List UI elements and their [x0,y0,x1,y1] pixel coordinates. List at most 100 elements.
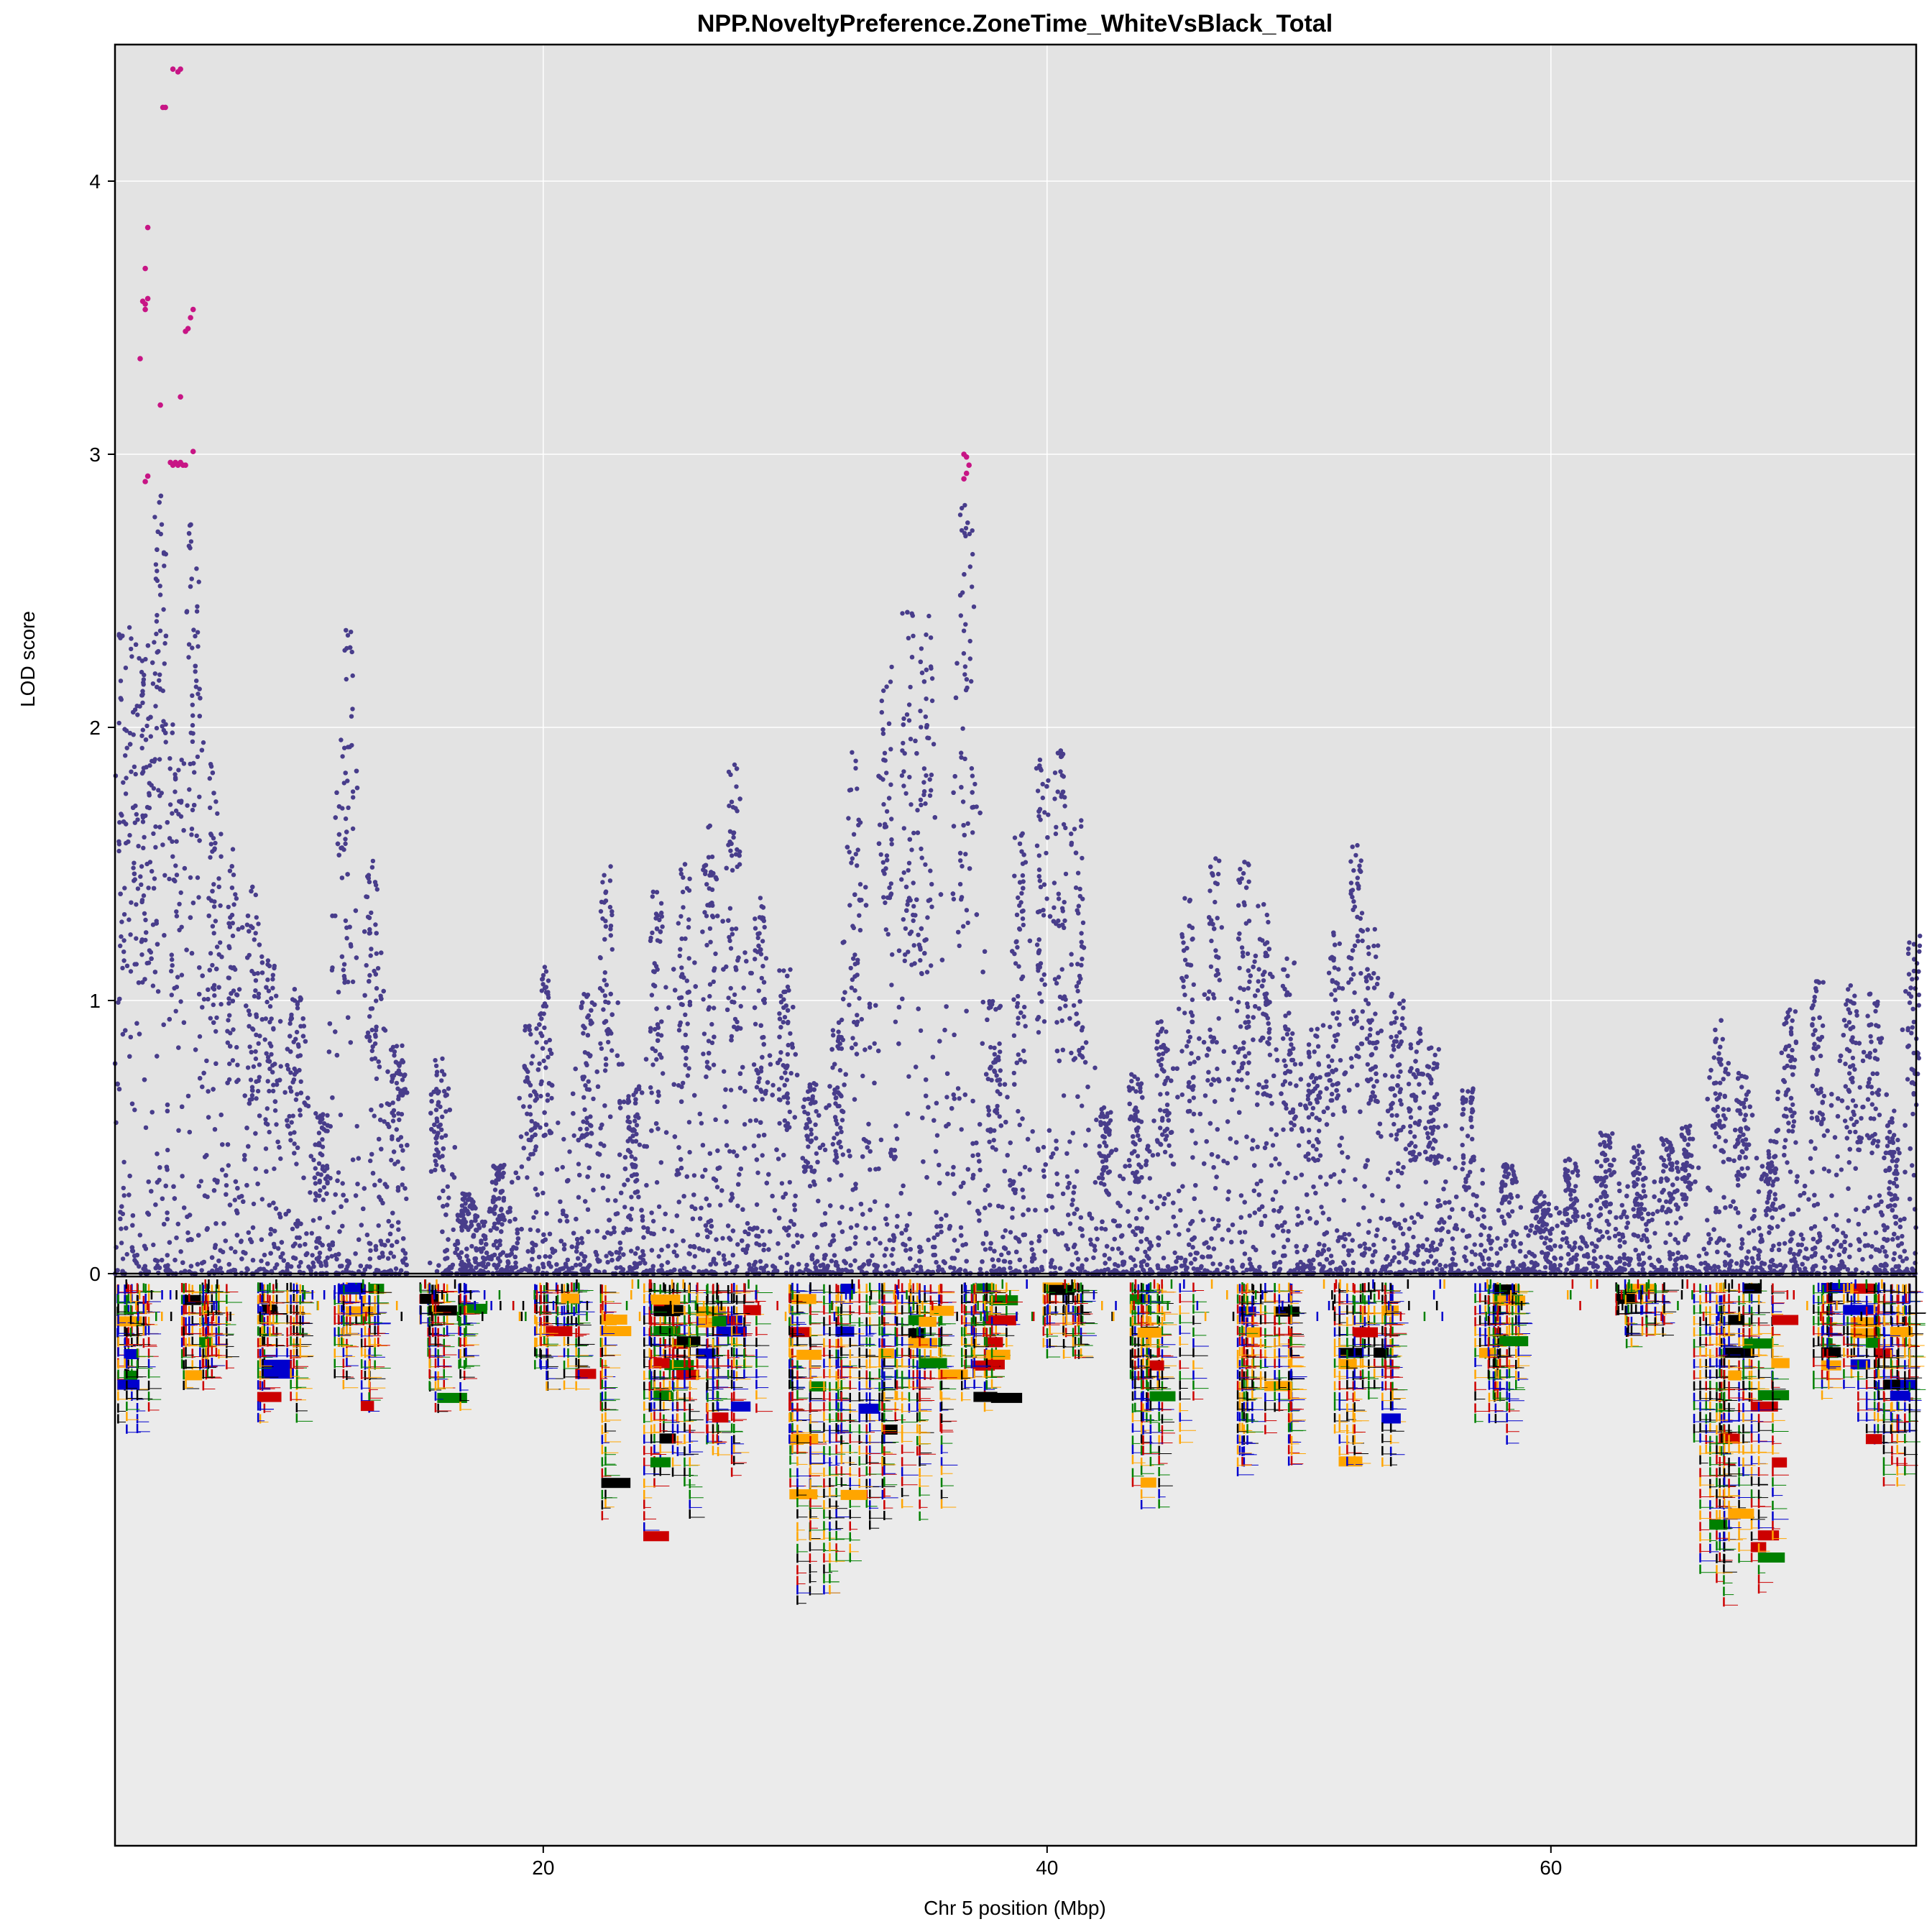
lod-point [1067,1139,1072,1144]
lod-point [1612,1233,1618,1238]
lod-point [1437,1220,1442,1225]
lod-point [1306,1082,1312,1087]
lod-point [120,1256,126,1261]
lod-point [777,1011,782,1016]
lod-point [157,757,162,762]
lod-point [591,1096,596,1102]
lod-point [978,1167,983,1173]
lod-point [1869,1243,1874,1249]
lod-point [1332,1172,1337,1177]
lod-point [1346,980,1351,985]
lod-point [396,1227,401,1232]
lod-point [201,740,206,745]
lod-point [308,1190,313,1195]
lod-point [1893,1214,1899,1220]
lod-point [779,1181,785,1186]
lod-point [165,1217,170,1222]
lod-point [229,1246,234,1251]
lod-point [1446,1156,1452,1162]
lod-point [1721,1159,1726,1164]
lod-point [244,922,250,927]
lod-point [960,864,965,869]
lod-point [1133,1263,1138,1269]
lod-point [794,1233,800,1238]
lod-point [884,1222,890,1227]
lod-point [630,1139,635,1144]
lod-point [1280,1082,1286,1087]
lod-point [459,1203,465,1208]
lod-point [208,1016,213,1021]
lod-point [770,1082,776,1088]
lod-point [1411,1234,1416,1240]
lod-point [1423,1201,1429,1206]
lod-point [921,792,926,798]
lod-point [1415,1212,1421,1217]
lod-point [196,895,201,900]
lod-point [1806,1197,1811,1202]
lod-point [230,933,236,939]
lod-point [314,1245,319,1251]
lod-point [233,892,238,897]
lod-point [1188,1252,1193,1257]
lod-point [1472,1242,1477,1247]
lod-point [1826,1245,1831,1250]
lod-point [1337,1022,1342,1027]
lod-point [1021,1195,1026,1200]
lod-point [607,904,613,910]
lod-point [847,1003,852,1008]
lod-point [556,1121,561,1126]
lod-point [173,863,178,868]
lod-point [1560,1220,1565,1225]
lod-point [1739,1237,1744,1242]
lod-point [916,932,921,937]
lod-point [686,1120,692,1125]
lod-point [258,1266,263,1271]
lod-point [494,1246,500,1251]
lod-point [1862,1231,1868,1237]
lod-point [1850,1098,1856,1103]
lod-point [1650,1211,1655,1217]
lod-point [393,1266,399,1271]
lod-point [687,1149,692,1155]
lod-point [1877,1193,1882,1198]
lod-point [1340,1150,1345,1155]
lod-point [267,1004,273,1009]
lod-point [1564,1236,1569,1241]
lod-point [1421,1261,1426,1266]
lod-point [1854,1207,1859,1213]
lod-point [1297,1143,1302,1148]
lod-point [878,1241,883,1246]
lod-point [795,1240,800,1246]
lod-point [903,926,908,932]
lod-point [290,1226,295,1232]
lod-point [1031,1252,1036,1257]
lod-point [1094,1117,1099,1123]
lod-point [860,1073,865,1079]
lod-point [1622,1252,1627,1257]
lod-point [1370,1192,1375,1198]
lod-point [224,1183,229,1188]
lod-point [883,1264,888,1269]
lod-point [1396,1161,1401,1167]
lod-point [318,1188,323,1193]
lod-point [152,876,157,881]
lod-point [1841,1230,1846,1236]
lod-point [1688,1264,1694,1270]
lod-point [1573,1241,1578,1246]
lod-point [1705,1218,1710,1223]
lod-point [313,1197,318,1203]
lod-point [1310,1105,1316,1111]
lod-point [1890,1159,1895,1164]
lod-point [999,1252,1004,1258]
lod-point [778,1050,783,1055]
lod-point [1423,1179,1429,1184]
lod-point [560,1164,565,1170]
lod-point [1017,1122,1022,1128]
lod-point [720,1236,725,1241]
lod-point [294,1162,299,1167]
lod-point [727,1149,732,1154]
lod-point [1848,1243,1853,1248]
lod-point [971,604,977,610]
lod-point [1812,1224,1818,1229]
lod-point [121,1193,126,1198]
